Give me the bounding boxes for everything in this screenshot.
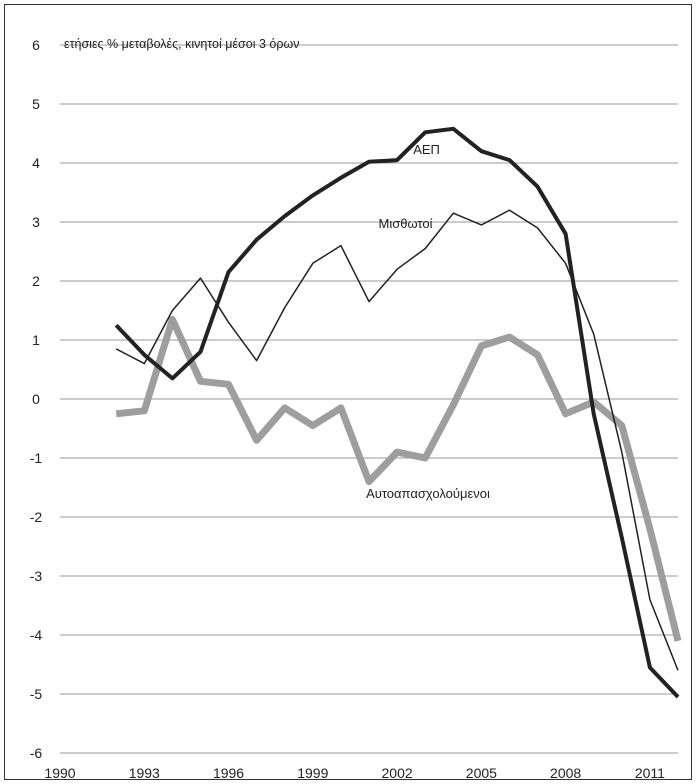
series-label-0: ΑΕΠ xyxy=(413,142,440,157)
y-tick-label: 6 xyxy=(32,37,40,53)
series-line-2 xyxy=(115,315,682,642)
series-label-2: Αυτοαπασχολούμενοι xyxy=(366,486,490,501)
x-tick-label: 2011 xyxy=(635,765,665,781)
series-label-1: Μισθωτοί xyxy=(379,216,433,231)
y-tick-label: -6 xyxy=(30,745,43,761)
y-tick-label: -3 xyxy=(30,568,43,584)
x-tick-label: 1999 xyxy=(297,765,328,781)
y-tick-label: 5 xyxy=(32,96,40,112)
y-tick-label: 0 xyxy=(32,391,40,407)
y-tick-label: -4 xyxy=(30,627,43,643)
y-tick-label: 2 xyxy=(32,273,40,289)
x-tick-label: 2005 xyxy=(466,765,497,781)
y-tick-label: -5 xyxy=(30,686,43,702)
x-tick-label: 1993 xyxy=(129,765,160,781)
chart-subtitle: ετήσιες % μεταβολές, κινητοί μέσοι 3 όρω… xyxy=(64,37,299,51)
y-tick-label: -2 xyxy=(30,509,43,525)
series-line-1 xyxy=(115,209,679,671)
y-tick-label: -1 xyxy=(30,450,43,466)
x-tick-label: 2002 xyxy=(382,765,413,781)
chart-frame xyxy=(4,4,692,780)
x-tick-label: 1990 xyxy=(44,765,75,781)
y-tick-label: 4 xyxy=(32,155,40,171)
y-tick-label: 3 xyxy=(32,214,40,230)
y-tick-label: 1 xyxy=(32,332,40,348)
x-tick-label: 2008 xyxy=(550,765,581,781)
x-tick-label: 1996 xyxy=(213,765,244,781)
series-line-0 xyxy=(114,126,680,699)
